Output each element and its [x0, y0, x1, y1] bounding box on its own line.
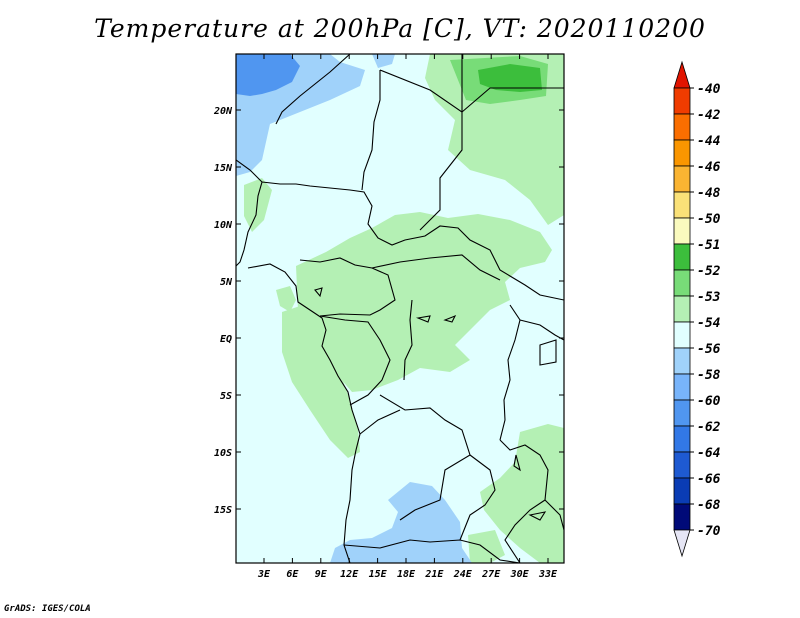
colorbar-box	[673, 295, 691, 323]
chart-title: Temperature at 200hPa [C], VT: 202011020…	[94, 14, 706, 43]
lon-label: 15E	[369, 569, 388, 580]
colorbar-box	[673, 165, 691, 193]
lon-label: 24E	[453, 569, 473, 580]
colorbar-level-label: -54	[697, 316, 721, 331]
colorbar-level-label: -48	[697, 186, 721, 201]
field-colder-northwest	[236, 54, 300, 96]
lon-label: 30E	[510, 569, 530, 580]
colorbar-level-label: -51	[697, 238, 720, 253]
colorbar-level-label: -44	[697, 134, 721, 149]
colorbar-level-label: -50	[697, 212, 721, 227]
colorbar-box	[673, 373, 691, 401]
colorbar-box	[673, 87, 691, 115]
colorbar-box	[673, 451, 691, 479]
colorbar-level-label: -62	[697, 420, 721, 435]
lon-label: 18E	[397, 569, 416, 580]
lat-label: 20N	[213, 106, 233, 117]
lat-label: 5N	[220, 277, 233, 288]
lat-label: 5S	[220, 391, 232, 402]
colorbar-level-label: -60	[697, 394, 721, 409]
colorbar-box	[673, 191, 691, 219]
lon-label: 12E	[340, 569, 359, 580]
lat-label: EQ	[220, 334, 232, 345]
lon-label: 3E	[257, 569, 271, 580]
latitude-axis: 20N 15N 10N 5N EQ 5S 10S 15S	[213, 106, 564, 516]
field-warmest-northeast	[478, 64, 542, 92]
colorbar-level-label: -56	[697, 342, 721, 357]
field-warm-coastal-2	[276, 286, 296, 312]
field-warm-coastal	[282, 306, 360, 458]
colorbar-box	[673, 269, 691, 297]
colorbar-level-label: -53	[697, 290, 721, 305]
colorbar-level-label: -40	[697, 82, 721, 97]
lon-label: 21E	[424, 569, 444, 580]
colorbar-box	[673, 321, 691, 349]
lat-label: 15S	[214, 505, 232, 516]
lon-label: 27E	[481, 569, 501, 580]
colorbar-box	[673, 477, 691, 505]
colorbar-level-label: -66	[697, 472, 721, 487]
grads-credit: GrADS: IGES/COLA	[4, 604, 91, 614]
colorbar-level-label: -64	[697, 446, 721, 461]
field-warm-central	[296, 212, 552, 392]
country-borders	[236, 54, 564, 563]
lon-label: 33E	[538, 569, 558, 580]
colorbar-level-label: -52	[697, 264, 721, 279]
colorbar-box	[673, 425, 691, 453]
colorbar-level-label: -58	[697, 368, 721, 383]
longitude-axis: 3E 6E 9E 12E 15E 18E 21E 24E 27E 30E 33E	[257, 54, 558, 580]
lat-label: 10N	[214, 220, 233, 231]
colorbar-level-label: -68	[697, 498, 721, 513]
colorbar-bottom-triangle	[673, 529, 691, 558]
colorbar: -40 -42 -44 -46 -48 -50 -51 -52 -53 -54 -56 -58 -60 -…	[673, 60, 721, 558]
colorbar-level-label: -42	[697, 108, 721, 123]
temperature-field	[236, 54, 564, 563]
field-cold-south	[330, 482, 472, 563]
colorbar-box	[673, 503, 691, 531]
colorbar-box	[673, 399, 691, 427]
lat-label: 15N	[214, 163, 233, 174]
field-warm-southeast	[480, 424, 564, 563]
colorbar-top-triangle	[673, 60, 691, 89]
lat-label: 10S	[214, 448, 232, 459]
field-warm-west-strip	[244, 178, 272, 232]
colorbar-box	[673, 113, 691, 141]
colorbar-box	[673, 139, 691, 167]
colorbar-level-label: -70	[697, 524, 721, 539]
lon-label: 6E	[286, 569, 299, 580]
colorbar-level-label: -46	[697, 160, 721, 175]
colorbar-box	[673, 217, 691, 245]
field-warm-southeast-2	[468, 530, 505, 563]
colorbar-box	[673, 243, 691, 271]
map-frame	[235, 53, 565, 564]
lon-label: 9E	[315, 569, 328, 580]
colorbar-box	[673, 347, 691, 375]
